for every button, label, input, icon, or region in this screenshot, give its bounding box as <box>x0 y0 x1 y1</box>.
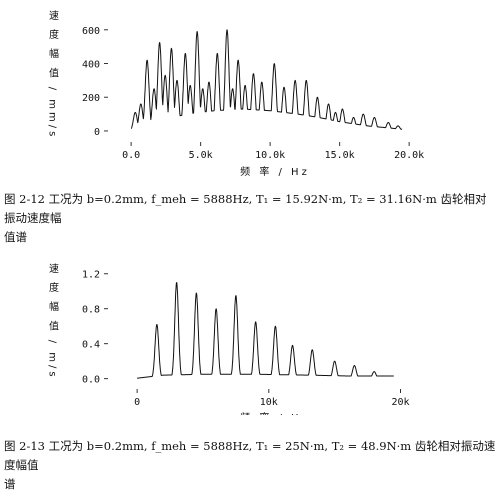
y-tick-label: 0.0 <box>82 375 100 386</box>
x-axis-label: 频 率 / Hz <box>240 165 310 178</box>
chart-1: 0 200 400 600 0.0 5.0k 10.0k 15.0k 20.0k 频 率 / Hz… <box>47 10 425 178</box>
chart-2: 0.0 0.4 0.8 1.2 0 10k 20k 频 率 / Hz 速 度 幅 值 / m/s <box>47 263 410 415</box>
y-tick-label: 600 <box>82 26 100 37</box>
x-tick-label: 20.0k <box>394 150 424 161</box>
x-tick-label: 5.0k <box>189 150 213 161</box>
y-axis-label: 速 度 幅 值 / mm/s <box>47 10 59 140</box>
y-axis-label: 速 度 幅 值 / m/s <box>47 263 59 380</box>
x-tick-label: 0 <box>134 397 140 408</box>
caption-2-13: 图 2-13 工况为 b=0.2mm, f_meh = 5888Hz, T₁ =… <box>4 437 496 494</box>
x-tick-label: 20k <box>391 397 409 408</box>
x-tick-label: 15.0k <box>325 150 355 161</box>
caption-2-13-line1: 图 2-13 工况为 b=0.2mm, f_meh = 5888Hz, T₁ =… <box>4 439 496 472</box>
x-tick-label: 0.0 <box>122 150 140 161</box>
x-tick-label: 10k <box>260 397 278 408</box>
x-axis-label: 频 率 / Hz <box>240 411 310 415</box>
y-tick-label: 0.4 <box>82 340 100 351</box>
y-tick-label: 200 <box>82 93 100 104</box>
y-tick-label: 0.8 <box>82 305 100 316</box>
caption-2-12-line2: 值谱 <box>4 230 27 244</box>
figure-2-13: 0.0 0.4 0.8 1.2 0 10k 20k 频 率 / Hz 速 度 幅 值 / m/s <box>0 255 500 415</box>
y-tick-label: 400 <box>82 60 100 71</box>
caption-2-13-line2: 谱 <box>4 477 16 491</box>
spectrum-series-line <box>136 282 395 379</box>
y-tick-label: 1.2 <box>82 270 100 281</box>
y-tick-label: 0 <box>94 127 100 138</box>
figure-2-12: 0 200 400 600 0.0 5.0k 10.0k 15.0k 20.0k 频 率 / Hz… <box>0 0 500 190</box>
x-tick-label: 10.0k <box>255 150 285 161</box>
spectrum-series-line <box>130 29 403 130</box>
caption-2-12: 图 2-12 工况为 b=0.2mm, f_meh = 5888Hz, T₁ =… <box>4 190 496 247</box>
caption-2-12-line1: 图 2-12 工况为 b=0.2mm, f_meh = 5888Hz, T₁ =… <box>4 192 487 225</box>
